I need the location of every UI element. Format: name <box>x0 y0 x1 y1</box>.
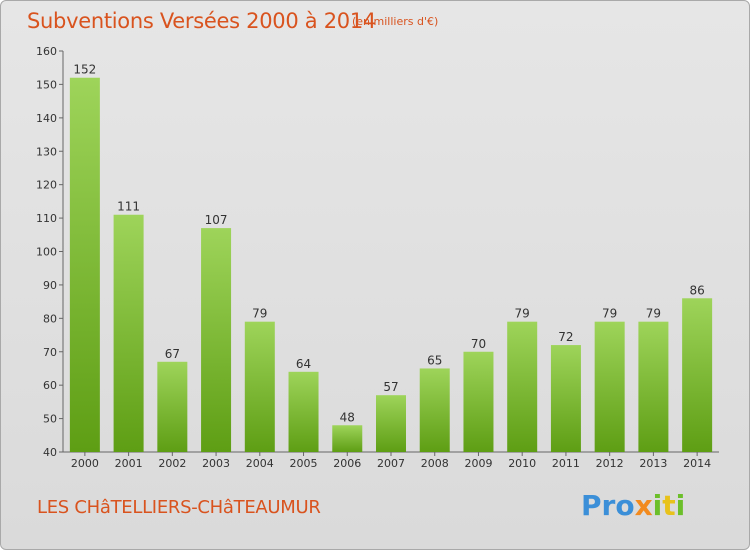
data-label: 86 <box>689 283 704 297</box>
data-label: 79 <box>602 307 617 321</box>
bars: 152 111 67 107 79 64 48 57 65 70 79 72 79 79 86 <box>69 63 713 452</box>
data-label: 64 <box>296 357 311 371</box>
y-tick-label: 80 <box>43 312 57 325</box>
data-label: 72 <box>558 330 573 344</box>
logo-part-4: t <box>662 489 676 522</box>
x-tick-label: 2003 <box>202 457 230 470</box>
y-tick-label: 100 <box>36 246 57 259</box>
x-tick-label: 2009 <box>464 457 492 470</box>
x-tick-label: 2012 <box>596 457 624 470</box>
x-tick-label: 2010 <box>508 457 536 470</box>
x-tick-label: 2005 <box>290 457 318 470</box>
x-tick-label: 2008 <box>421 457 449 470</box>
y-tick-label: 120 <box>36 179 57 192</box>
y-tick-label: 70 <box>43 346 57 359</box>
chart-unit: (en milliers d'€) <box>352 15 439 28</box>
y-tick-label: 60 <box>43 379 57 392</box>
data-label: 65 <box>427 353 442 367</box>
data-label: 48 <box>340 410 355 424</box>
bar <box>69 77 100 452</box>
x-tick-label: 2006 <box>333 457 361 470</box>
data-label: 70 <box>471 337 486 351</box>
data-label: 107 <box>205 213 228 227</box>
x-tick-label: 2001 <box>115 457 143 470</box>
x-tick-label: 2000 <box>71 457 99 470</box>
y-tick-label: 130 <box>36 145 57 158</box>
x-tick-label: 2011 <box>552 457 580 470</box>
bar <box>638 321 669 452</box>
data-label: 152 <box>73 63 96 77</box>
x-tick-label: 2007 <box>377 457 405 470</box>
data-label: 79 <box>646 307 661 321</box>
bar <box>682 298 713 452</box>
bar <box>463 351 494 452</box>
axes: 40 50 60 70 80 90 100 110 120 130 140 150 160 2000 200… <box>36 45 719 470</box>
bar <box>332 425 363 452</box>
y-tick-label: 140 <box>36 112 57 125</box>
bar <box>244 321 275 452</box>
proxiti-logo: Proxiti <box>581 489 685 522</box>
commune-name: LES CHâTELLIERS-CHâTEAUMUR <box>37 497 321 518</box>
data-label: 79 <box>252 307 267 321</box>
y-tick-label: 160 <box>36 45 57 58</box>
data-label: 57 <box>383 380 398 394</box>
y-tick-label: 90 <box>43 279 57 292</box>
bar <box>288 371 319 452</box>
logo-part-1: Pro <box>581 489 635 522</box>
bar <box>507 321 538 452</box>
y-tick-label: 40 <box>43 446 57 459</box>
data-label: 79 <box>515 307 530 321</box>
bar <box>113 214 144 452</box>
bar <box>419 368 450 452</box>
bar <box>550 345 581 452</box>
logo-part-3: i <box>652 489 663 522</box>
y-tick-label: 150 <box>36 78 57 91</box>
y-tick-label: 50 <box>43 413 57 426</box>
bar <box>157 361 188 452</box>
chart-title: Subventions Versées 2000 à 2014 <box>27 9 376 33</box>
bar <box>376 395 406 452</box>
y-tick-label: 110 <box>36 212 57 225</box>
x-tick-label: 2014 <box>683 457 711 470</box>
x-tick-label: 2013 <box>639 457 667 470</box>
x-tick-label: 2002 <box>158 457 186 470</box>
x-tick-label: 2004 <box>246 457 274 470</box>
data-label: 111 <box>117 200 140 214</box>
data-label: 67 <box>165 347 180 361</box>
logo-part-2: x <box>634 489 653 522</box>
bar <box>201 228 232 452</box>
logo-part-5: i <box>675 489 686 522</box>
bar <box>594 321 625 452</box>
